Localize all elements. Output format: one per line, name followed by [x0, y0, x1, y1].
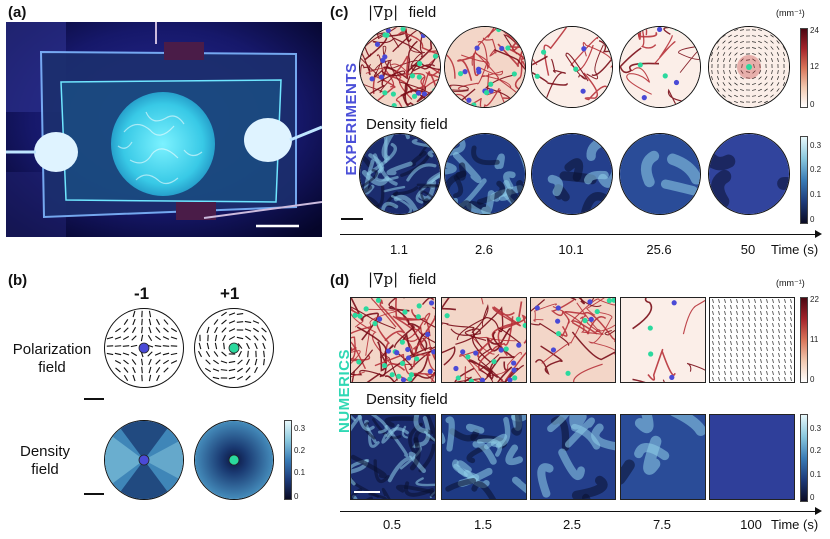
cbar-c-grad-tick-0: 24: [810, 26, 819, 35]
panel-c-unit: (mm⁻¹): [776, 8, 805, 18]
polarization-field-label: Polarization field: [6, 341, 98, 377]
num-density-snapshot: [350, 414, 436, 500]
cbar-d-grad-tick-2: 0: [810, 375, 815, 384]
panel-c-label: (c): [330, 4, 349, 21]
colorbar-b: [284, 420, 292, 500]
time-tick-c-4: 50: [740, 242, 756, 257]
defect-pos-marker: [228, 454, 240, 466]
density-label-line1: Density: [19, 443, 71, 460]
experiments-row-label: EXPERIMENTS: [343, 62, 360, 176]
cbar-d-dens-tick-3: 0: [810, 493, 815, 502]
panel-c-grad-title: |∇p| field: [368, 3, 436, 22]
num-grad-snapshot: [620, 297, 706, 383]
panel-b-label: (b): [8, 272, 28, 289]
time-axis-d-label: Time (s): [771, 517, 819, 532]
cbar-c-dens-tick-1: 0.2: [810, 165, 822, 174]
cbar-c-dens-tick-0: 0.3: [810, 141, 822, 150]
num-density-snapshot: [709, 414, 795, 500]
density-label-line2: field: [31, 461, 59, 478]
exp-density-snapshot: [444, 133, 526, 215]
scale-bar-c: [341, 218, 363, 220]
exp-grad-snapshot: [444, 26, 526, 108]
exp-grad-snapshot: [531, 26, 613, 108]
panel-d-label: (d): [330, 272, 350, 289]
charge-neg-label: -1: [134, 284, 150, 303]
exp-density-snapshot: [359, 133, 441, 215]
colorbar-d-density: [800, 414, 808, 502]
colorbar-c-grad: [800, 28, 808, 108]
cbar-c-dens-tick-3: 0: [810, 215, 815, 224]
time-axis-d: [340, 511, 818, 512]
time-tick-d-0: 0.5: [382, 517, 402, 532]
grad-field-word-d: field: [408, 271, 437, 288]
cbar-b-tick-3: 0: [294, 492, 299, 501]
polarization-defect-neg: [104, 308, 184, 388]
time-tick-c-3: 25.6: [646, 242, 672, 257]
exp-density-snapshot: [531, 133, 613, 215]
time-tick-d-4: 100: [740, 517, 762, 532]
time-axis-c-arrow: [815, 230, 822, 238]
panel-d-grad-title: |∇p| field: [368, 270, 436, 289]
num-grad-snapshot: [530, 297, 616, 383]
time-axis-c: [340, 234, 818, 235]
polarization-label-line1: Polarization: [12, 341, 92, 358]
device-photo: [6, 22, 322, 237]
cbar-b-tick-0: 0.3: [294, 424, 306, 433]
panel-d-unit: (mm⁻¹): [776, 278, 805, 288]
defect-neg-marker: [138, 454, 150, 466]
scale-bar-d: [354, 491, 380, 493]
grad-p-symbol: |∇p|: [368, 3, 399, 21]
panel-d-density-title: Density field: [366, 391, 448, 408]
cbar-d-dens-tick-0: 0.3: [810, 424, 822, 433]
colorbar-d-grad: [800, 297, 808, 383]
num-density-snapshot: [620, 414, 706, 500]
density-defect-pos: [194, 420, 274, 500]
cbar-d-grad-tick-0: 22: [810, 295, 819, 304]
cbar-d-dens-tick-2: 0.1: [810, 470, 822, 479]
exp-grad-snapshot: [359, 26, 441, 108]
time-axis-d-arrow: [815, 507, 822, 515]
time-tick-d-1: 1.5: [473, 517, 493, 532]
exp-density-snapshot: [708, 133, 790, 215]
cbar-d-grad-tick-1: 11: [810, 335, 819, 344]
grad-field-word: field: [408, 4, 437, 21]
density-field-label-b: Density field: [6, 443, 84, 479]
time-axis-c-label: Time (s): [771, 242, 819, 257]
num-density-snapshot: [441, 414, 527, 500]
num-grad-snapshot: [709, 297, 795, 383]
exp-density-snapshot: [619, 133, 701, 215]
panel-c-density-title: Density field: [366, 116, 448, 133]
time-tick-c-1: 2.6: [474, 242, 494, 257]
time-tick-c-2: 10.1: [558, 242, 584, 257]
density-defect-neg: [104, 420, 184, 500]
scale-bar-b1: [84, 398, 104, 400]
cbar-c-grad-tick-2: 0: [810, 100, 815, 109]
num-grad-snapshot: [441, 297, 527, 383]
polarization-defect-pos: [194, 308, 274, 388]
colorbar-c-density: [800, 136, 808, 224]
time-tick-c-0: 1.1: [389, 242, 409, 257]
cbar-d-dens-tick-1: 0.2: [810, 446, 822, 455]
time-tick-d-2: 2.5: [562, 517, 582, 532]
cbar-c-dens-tick-2: 0.1: [810, 190, 822, 199]
num-density-snapshot: [530, 414, 616, 500]
cbar-b-tick-2: 0.1: [294, 468, 306, 477]
scale-bar-b2: [84, 493, 104, 495]
num-grad-snapshot: [350, 297, 436, 383]
charge-pos-label: +1: [220, 284, 240, 303]
exp-grad-snapshot: [708, 26, 790, 108]
panel-a-label: (a): [8, 4, 27, 21]
cbar-b-tick-1: 0.2: [294, 446, 306, 455]
exp-grad-snapshot: [619, 26, 701, 108]
time-tick-d-3: 7.5: [652, 517, 672, 532]
cbar-c-grad-tick-1: 12: [810, 62, 819, 71]
grad-p-symbol-d: |∇p|: [368, 270, 399, 288]
polarization-label-line2: field: [38, 359, 66, 376]
